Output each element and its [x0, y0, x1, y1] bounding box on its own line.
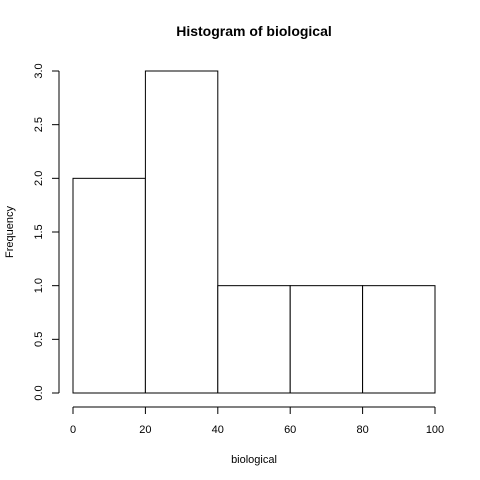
y-axis: 0.0 0.5 1.0 1.5 2.0 2.5 3.0 — [33, 63, 60, 401]
y-tick-label-1: 0.5 — [33, 332, 45, 347]
x-tick-label-3: 60 — [284, 424, 296, 436]
histogram-bar-1 — [144, 70, 219, 394]
y-tick-label-5: 2.5 — [33, 117, 45, 132]
x-tick-label-5: 100 — [426, 424, 444, 436]
x-tick-label-4: 80 — [356, 424, 368, 436]
chart-title: Histogram of biological — [176, 23, 332, 39]
y-tick-label-3: 1.5 — [33, 224, 45, 239]
x-axis: 0 20 40 60 80 100 — [70, 406, 444, 436]
histogram-bar-0 — [72, 177, 146, 394]
histogram-bar-4 — [362, 285, 436, 394]
y-tick-label-4: 2.0 — [33, 171, 45, 186]
x-tick-label-1: 20 — [139, 424, 151, 436]
bars-group — [72, 70, 436, 394]
histogram-bar-3 — [289, 285, 364, 394]
y-tick-label-6: 3.0 — [33, 63, 45, 78]
histogram-bar-2 — [217, 285, 291, 394]
y-axis-label: Frequency — [4, 206, 16, 258]
y-tick-label-0: 0.0 — [33, 385, 45, 400]
x-axis-label: biological — [231, 454, 277, 466]
x-tick-label-0: 0 — [70, 424, 76, 436]
x-tick-label-2: 40 — [212, 424, 224, 436]
y-tick-label-2: 1.0 — [33, 278, 45, 293]
